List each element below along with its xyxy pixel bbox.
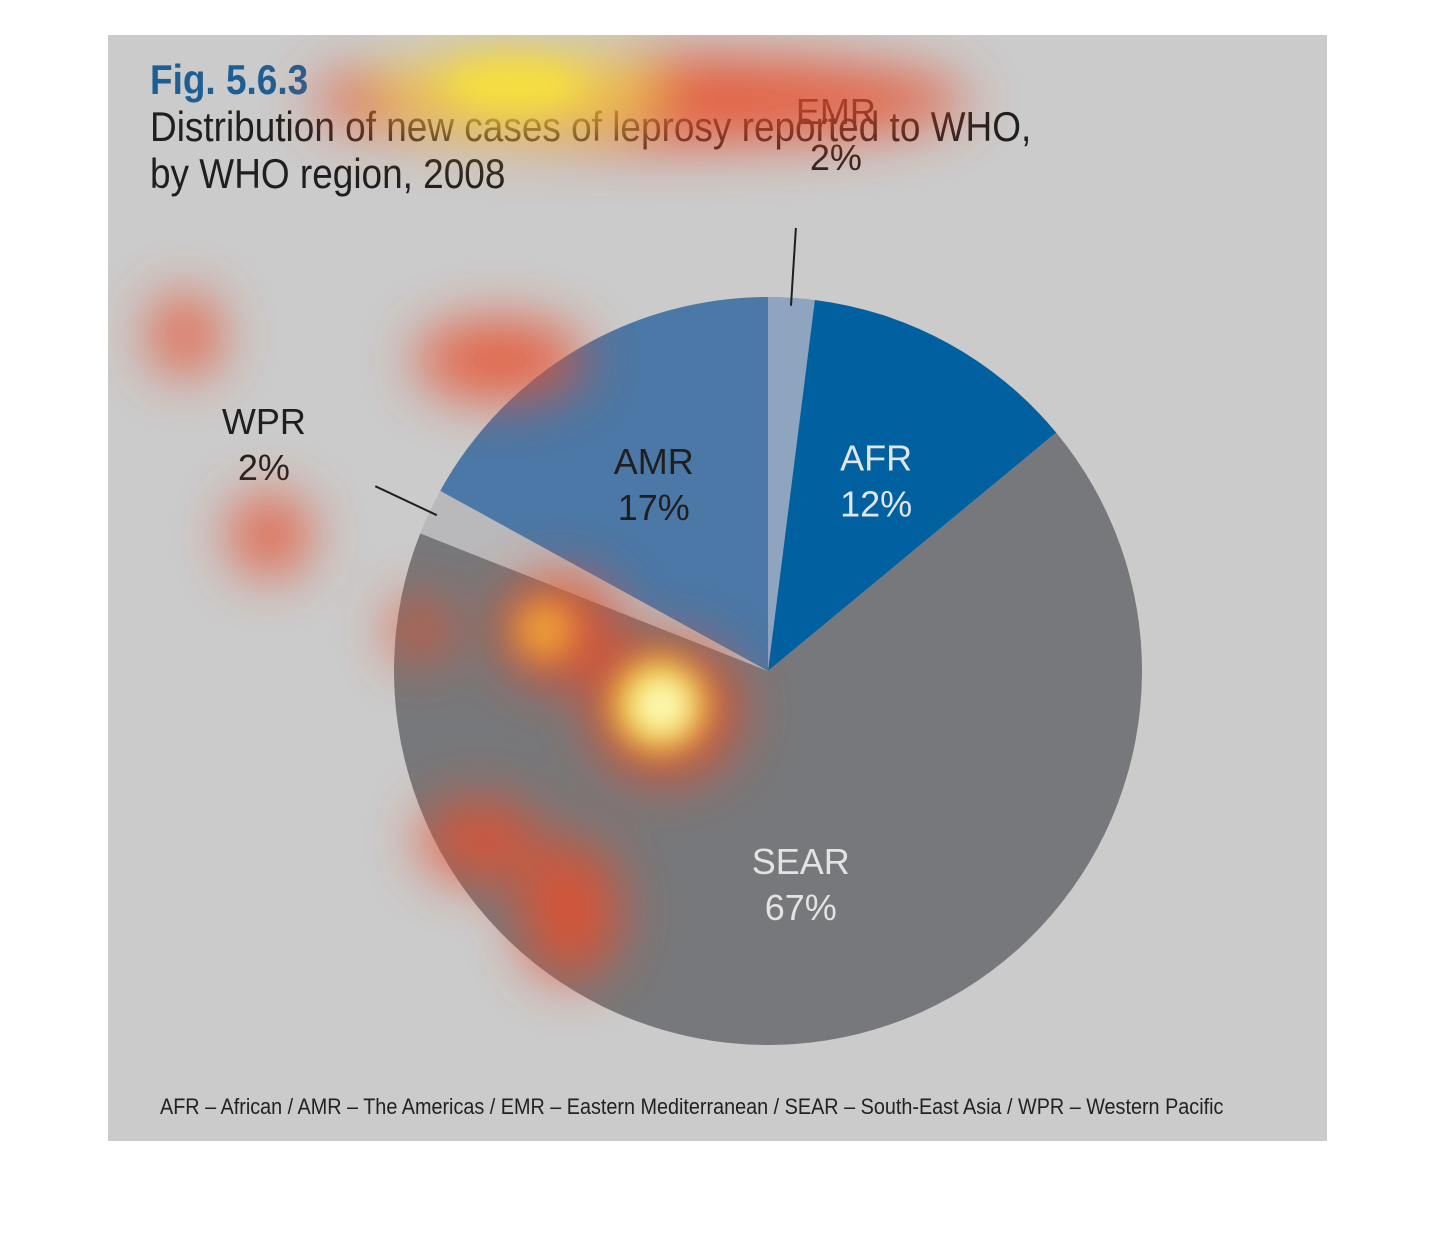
slice-label-sear: SEAR [752, 841, 850, 882]
pie-slice-emr [768, 297, 815, 671]
title-line-2: by WHO region, 2008 [150, 150, 506, 197]
callout-line-wpr [374, 485, 438, 517]
figure-number: Fig. 5.6.3 [150, 56, 309, 103]
pie-slices [394, 297, 1143, 1046]
slice-value-wpr: 2% [238, 447, 290, 488]
callout-line-emr [789, 227, 797, 306]
slice-label-wpr: WPR [222, 401, 306, 442]
pie-slice-afr [768, 299, 1057, 671]
slice-label-amr: AMR [614, 441, 694, 482]
slice-value-amr: 17% [618, 487, 690, 528]
pie-slice-wpr [420, 490, 768, 671]
slice-value-sear: 67% [765, 887, 837, 928]
footnote: AFR – African / AMR – The Americas / EMR… [160, 1094, 1224, 1119]
heatmap-overlay [150, 50, 970, 980]
slice-value-afr: 12% [840, 483, 912, 524]
slice-value-emr: 2% [810, 137, 862, 178]
slice-label-afr: AFR [840, 437, 912, 478]
